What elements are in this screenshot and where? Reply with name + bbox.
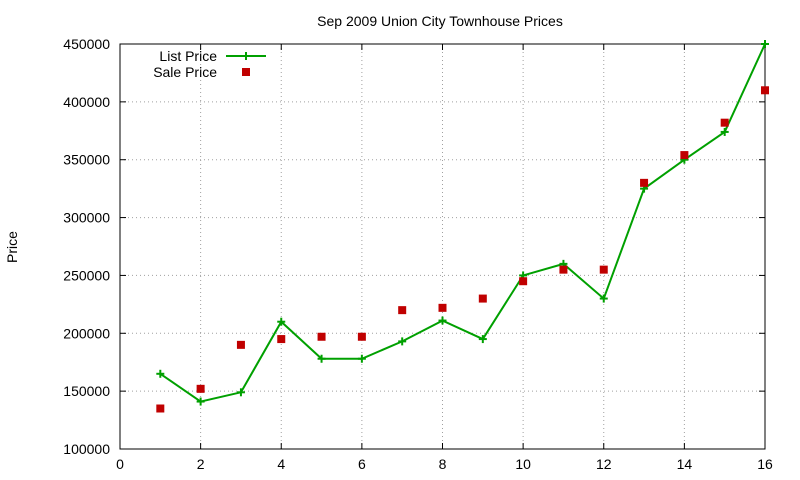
list-price-point — [156, 369, 165, 378]
legend-label: List Price — [159, 48, 217, 64]
sale-price-point — [478, 294, 487, 303]
list-price-point — [357, 354, 366, 363]
list-price-point — [196, 397, 205, 406]
y-tick-label: 100000 — [63, 441, 110, 457]
sale-price-point — [640, 178, 649, 187]
list-price-point — [761, 40, 769, 48]
y-tick-label: 400000 — [63, 94, 110, 110]
list-price-point — [478, 335, 487, 344]
y-tick-label: 250000 — [63, 267, 110, 283]
sale-price-point — [720, 118, 729, 127]
data-series — [156, 40, 769, 413]
x-tick-label: 10 — [515, 456, 531, 472]
series-sale-price — [156, 86, 769, 413]
x-tick-label: 0 — [116, 456, 124, 472]
y-axis-label: Price — [4, 231, 20, 263]
sale-price-point — [317, 332, 326, 341]
y-tick-label: 150000 — [63, 383, 110, 399]
sale-price-point — [196, 384, 205, 393]
list-price-point — [438, 316, 447, 325]
sale-price-point — [236, 340, 245, 349]
y-tick-label: 300000 — [63, 210, 110, 226]
x-tick-label: 4 — [277, 456, 285, 472]
list-price-line — [159, 43, 766, 403]
sale-price-point — [277, 335, 286, 344]
sale-price-point — [156, 404, 165, 413]
legend-marker-square — [242, 68, 250, 76]
legend-label: Sale Price — [153, 64, 217, 80]
x-tick-label: 14 — [677, 456, 693, 472]
list-price-point — [236, 388, 245, 397]
sale-price-point — [519, 277, 528, 286]
grid-lines — [120, 44, 765, 449]
sale-price-point — [680, 151, 689, 160]
list-price-point — [599, 294, 608, 303]
x-tick-label: 12 — [596, 456, 612, 472]
sale-price-point — [559, 265, 568, 274]
x-tick-label: 16 — [757, 456, 773, 472]
list-price-point — [317, 354, 326, 363]
legend-marker-plus — [242, 52, 250, 60]
sale-price-point — [398, 306, 407, 315]
sale-price-point — [761, 86, 769, 95]
x-tick-label: 2 — [197, 456, 205, 472]
y-tick-label: 450000 — [63, 36, 110, 52]
chart-title: Sep 2009 Union City Townhouse Prices — [317, 13, 563, 29]
list-price-point — [720, 127, 729, 136]
sale-price-point — [599, 265, 608, 274]
list-price-point — [277, 317, 286, 326]
x-tick-label: 6 — [358, 456, 366, 472]
list-price-point — [398, 337, 407, 346]
sale-price-point — [357, 332, 366, 341]
axis-ticks: 0 2 4 6 8 10 12 14 16 100000 150000 200000 250000 300… — [63, 36, 773, 472]
y-tick-label: 200000 — [63, 325, 110, 341]
y-tick-label: 350000 — [63, 152, 110, 168]
x-tick-label: 8 — [439, 456, 447, 472]
sale-price-point — [438, 303, 447, 312]
series-list-price — [156, 40, 769, 406]
